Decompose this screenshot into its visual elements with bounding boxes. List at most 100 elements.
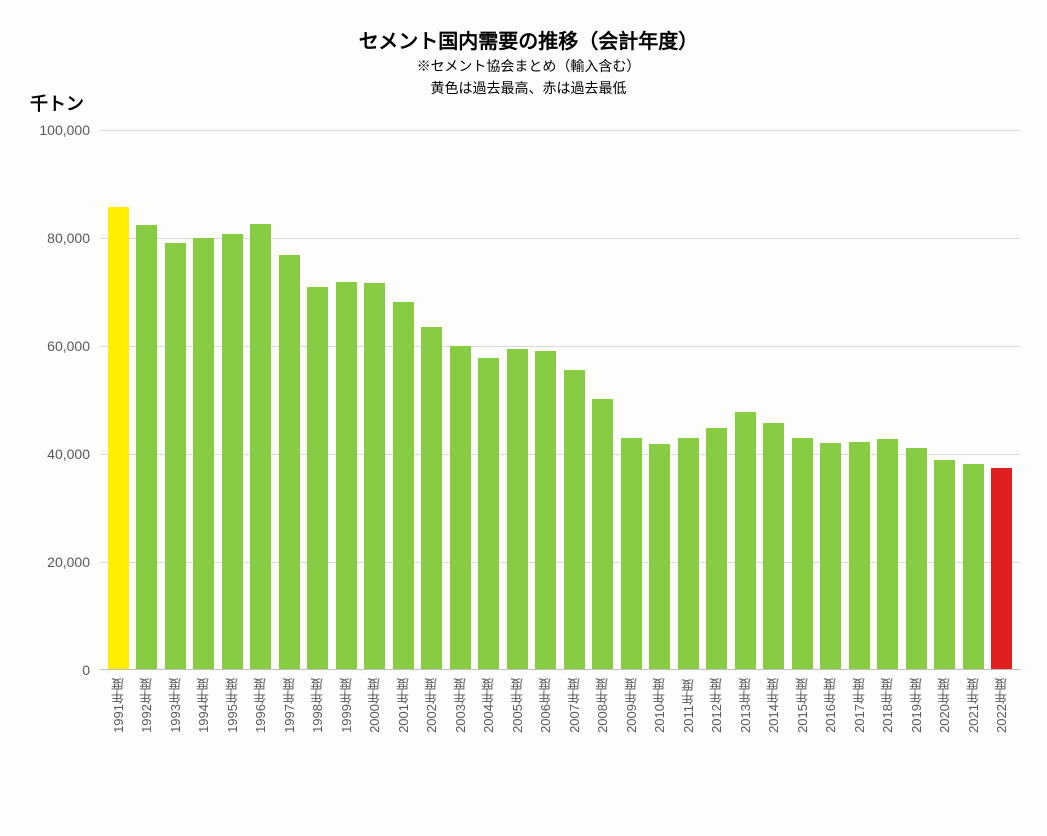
bar-slot [332, 129, 361, 669]
x-tick-label: 2011年度 [679, 678, 698, 733]
bar [820, 443, 841, 669]
bar-slot [560, 129, 589, 669]
x-tick-label: 2010年度 [650, 678, 669, 733]
x-label-slot: 1995年度 [218, 678, 247, 733]
bar-slot [617, 129, 646, 669]
bar [450, 346, 471, 669]
x-label-slot: 2018年度 [874, 678, 903, 733]
x-tick-label: 1995年度 [223, 678, 242, 733]
x-tick-label: 2019年度 [907, 678, 926, 733]
bar-slot [361, 129, 390, 669]
x-label-slot: 2014年度 [760, 678, 789, 733]
title-block: セメント国内需要の推移（会計年度） ※セメント協会まとめ（輸入含む） 黄色は過去… [30, 25, 1027, 98]
y-tick-label: 20,000 [20, 554, 90, 570]
x-labels-group: 1991年度1992年度1993年度1994年度1995年度1996年度1997… [100, 678, 1020, 733]
bar-slot [902, 129, 931, 669]
x-label-slot: 2020年度 [931, 678, 960, 733]
x-label-slot: 2004年度 [475, 678, 504, 733]
bar-slot [446, 129, 475, 669]
bar-slot [817, 129, 846, 669]
bar [421, 327, 442, 669]
bar [649, 444, 670, 669]
bar-slot [190, 129, 219, 669]
bar [364, 283, 385, 669]
bar-slot [304, 129, 333, 669]
bar [849, 442, 870, 669]
x-tick-label: 2013年度 [736, 678, 755, 733]
x-label-slot: 2013年度 [731, 678, 760, 733]
x-label-slot: 2010年度 [646, 678, 675, 733]
bar-slot [674, 129, 703, 669]
chart-title: セメント国内需要の推移（会計年度） [30, 25, 1027, 54]
x-tick-label: 1998年度 [308, 678, 327, 733]
x-tick-label: 2004年度 [479, 678, 498, 733]
x-label-slot: 2009年度 [617, 678, 646, 733]
x-tick-label: 2014年度 [764, 678, 783, 733]
x-label-slot: 2011年度 [674, 678, 703, 733]
x-label-slot: 2022年度 [988, 678, 1017, 733]
x-label-slot: 2005年度 [503, 678, 532, 733]
x-tick-label: 1992年度 [137, 678, 156, 733]
bar [592, 399, 613, 669]
bar [165, 243, 186, 669]
bar [222, 234, 243, 669]
bar [336, 282, 357, 669]
bar [934, 460, 955, 669]
bar-slot [589, 129, 618, 669]
bar-slot [475, 129, 504, 669]
x-tick-label: 2005年度 [508, 678, 527, 733]
bar-slot [845, 129, 874, 669]
bar-slot [161, 129, 190, 669]
bar [478, 358, 499, 669]
bar [621, 438, 642, 669]
x-label-slot: 1991年度 [104, 678, 133, 733]
x-tick-label: 2022年度 [992, 678, 1011, 733]
bar [564, 370, 585, 669]
bar-slot [104, 129, 133, 669]
bar [136, 225, 157, 669]
bar [735, 412, 756, 669]
bar-slot [959, 129, 988, 669]
bar [393, 302, 414, 669]
y-tick-label: 60,000 [20, 338, 90, 354]
bar-slot [389, 129, 418, 669]
x-tick-label: 2021年度 [964, 678, 983, 733]
x-tick-label: 1993年度 [166, 678, 185, 733]
bar-slot [760, 129, 789, 669]
plot-area: 020,00040,00060,00080,000100,000 [100, 130, 1020, 670]
bar [279, 255, 300, 669]
x-tick-label: 1994年度 [194, 678, 213, 733]
x-label-slot: 2016年度 [817, 678, 846, 733]
bar-slot [418, 129, 447, 669]
plot-wrapper: 020,00040,00060,00080,000100,000 1991年度1… [100, 130, 1020, 670]
bar [307, 287, 328, 669]
x-label-slot: 2012年度 [703, 678, 732, 733]
bar-slot [133, 129, 162, 669]
x-label-slot: 1994年度 [190, 678, 219, 733]
bar [792, 438, 813, 669]
bar [108, 207, 129, 669]
bar-slot [646, 129, 675, 669]
bar-slot [275, 129, 304, 669]
bar [678, 438, 699, 669]
x-label-slot: 1992年度 [133, 678, 162, 733]
bar [991, 468, 1012, 669]
bar [906, 448, 927, 669]
bar [963, 464, 984, 669]
x-label-slot: 2015年度 [788, 678, 817, 733]
bar-slot [988, 129, 1017, 669]
x-tick-label: 2003年度 [451, 678, 470, 733]
y-tick-label: 100,000 [20, 122, 90, 138]
bar-slot [874, 129, 903, 669]
bar-slot [503, 129, 532, 669]
x-label-slot: 2007年度 [560, 678, 589, 733]
bar-slot [247, 129, 276, 669]
x-tick-label: 2018年度 [878, 678, 897, 733]
x-label-slot: 2000年度 [361, 678, 390, 733]
bar-slot [703, 129, 732, 669]
y-tick-label: 40,000 [20, 446, 90, 462]
y-tick-label: 0 [20, 662, 90, 678]
x-label-slot: 2017年度 [845, 678, 874, 733]
x-label-slot: 1998年度 [304, 678, 333, 733]
x-tick-label: 1991年度 [109, 678, 128, 733]
